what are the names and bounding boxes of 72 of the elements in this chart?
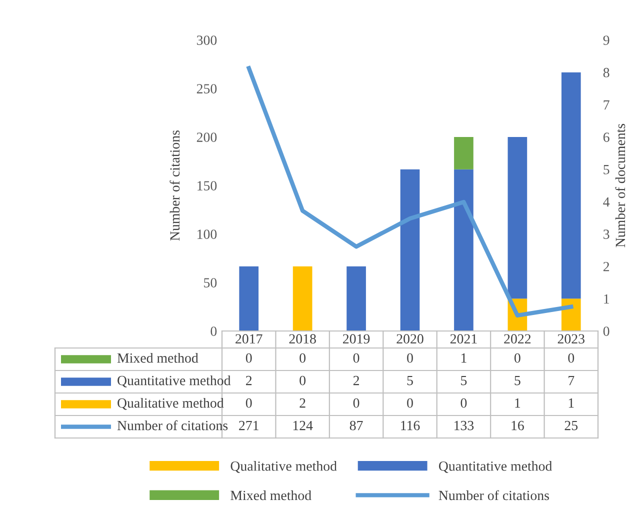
data-label: 0 (353, 353, 360, 363)
legend-label: Quantitative method (118, 375, 231, 388)
legend-label: Mixed method (117, 352, 198, 363)
bar (239, 266, 259, 331)
text: Quantitative method (438, 461, 552, 473)
y2-tick-label: 0 (603, 326, 610, 336)
data-label: 5 (514, 376, 520, 386)
data-label: 116 (401, 420, 420, 430)
data-label: 0 (460, 398, 467, 408)
data-label: 1 (568, 398, 574, 408)
y-tick-label: 100 (198, 230, 217, 239)
bar (454, 169, 474, 331)
y2-tick-label: 6 (603, 132, 610, 142)
y2-tick-label: 4 (603, 197, 610, 206)
y2-tick-label: 1 (604, 294, 609, 304)
data-label: 133 (454, 420, 474, 430)
x-tick-label: 2019 (343, 334, 370, 344)
legend-label: Qualitative method (118, 398, 224, 410)
data-label: 16 (512, 420, 524, 430)
y2-tick-label: 2 (603, 262, 610, 272)
data-label: 2 (300, 398, 306, 408)
data-label: 271 (239, 420, 258, 430)
x-tick-label: 2018 (289, 334, 316, 344)
y2-axis-title: Number of documents (615, 124, 626, 248)
bar (561, 72, 581, 299)
data-label: 0 (300, 376, 306, 386)
data-label: 0 (407, 398, 413, 408)
legend-label: Number of citations (117, 420, 228, 430)
x-tick-label: 2020 (396, 334, 424, 344)
data-label: 87 (350, 420, 363, 430)
bar (346, 266, 366, 331)
bar (561, 298, 581, 331)
line-series (246, 66, 574, 318)
data-label: 2 (353, 376, 359, 386)
text: Number of citations (438, 490, 549, 500)
y2-tick-label: 9 (603, 36, 610, 45)
y-axis-title: Number of citations (170, 130, 180, 241)
bar (508, 137, 528, 299)
data-label: 0 (246, 353, 252, 363)
data-label: 0 (353, 398, 360, 408)
data-label: 0 (514, 353, 520, 363)
y-tick-label: 300 (196, 36, 217, 45)
bar (292, 266, 312, 331)
y2-tick-label: 5 (604, 165, 610, 174)
data-label: 124 (293, 420, 313, 430)
data-label: 0 (407, 353, 413, 363)
y-tick-label: 200 (196, 132, 217, 142)
y2-tick-label: 3 (604, 230, 610, 239)
data-label: 1 (461, 353, 466, 363)
y-tick-label: 0 (210, 326, 217, 336)
x-tick-label: 2023 (558, 334, 584, 344)
data-label: 5 (407, 376, 413, 386)
text: Qualitative method (230, 461, 337, 473)
text: Mixed method (230, 490, 312, 500)
x-tick-label: 2021 (450, 334, 477, 344)
data-label: 0 (246, 398, 252, 408)
y-tick-label: 50 (204, 278, 217, 288)
y-tick-label: 250 (196, 84, 217, 94)
x-tick-label: 2022 (504, 334, 531, 344)
data-label: 7 (568, 376, 574, 386)
data-label: 5 (461, 376, 467, 386)
bar (454, 137, 474, 170)
data-label: 0 (568, 353, 574, 363)
data-label: 1 (515, 398, 520, 408)
bar (400, 169, 420, 331)
data-label: 25 (564, 420, 578, 430)
data-label: 2 (246, 376, 252, 386)
y2-tick-label: 7 (604, 100, 610, 110)
data-label: 0 (300, 353, 306, 363)
y2-tick-label: 8 (603, 68, 610, 78)
x-tick-label: 2017 (236, 334, 262, 344)
y-tick-label: 150 (198, 181, 217, 190)
